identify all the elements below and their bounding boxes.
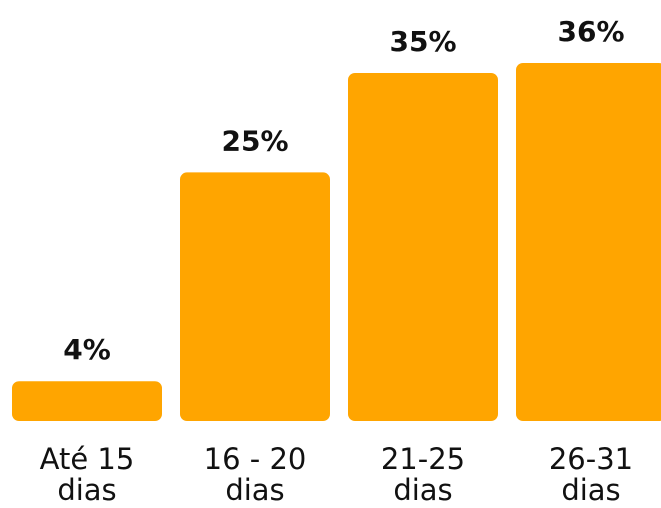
bar-4 xyxy=(516,63,661,421)
bar-2 xyxy=(180,172,330,421)
bar-3 xyxy=(348,72,498,421)
category-label-line1: 16 - 20 xyxy=(203,442,307,476)
category-label-line1: 26-31 xyxy=(548,442,634,476)
value-label-1: 4% xyxy=(63,333,111,366)
category-label-line2: dias xyxy=(225,473,285,507)
category-label-4: 26-31 dias xyxy=(516,444,661,506)
value-label-2: 25% xyxy=(221,124,288,157)
category-label-1: Até 15 dias xyxy=(12,444,162,506)
value-label-4: 36% xyxy=(557,15,624,48)
bar-1 xyxy=(12,381,162,421)
category-label-line2: dias xyxy=(561,473,621,507)
category-label-line2: dias xyxy=(57,473,117,507)
category-label-3: 21-25 dias xyxy=(348,444,498,506)
category-label-line1: 21-25 xyxy=(380,442,466,476)
category-label-line1: Até 15 xyxy=(39,442,135,476)
category-label-2: 16 - 20 dias xyxy=(180,444,330,506)
value-label-3: 35% xyxy=(389,25,456,58)
category-label-line2: dias xyxy=(393,473,453,507)
